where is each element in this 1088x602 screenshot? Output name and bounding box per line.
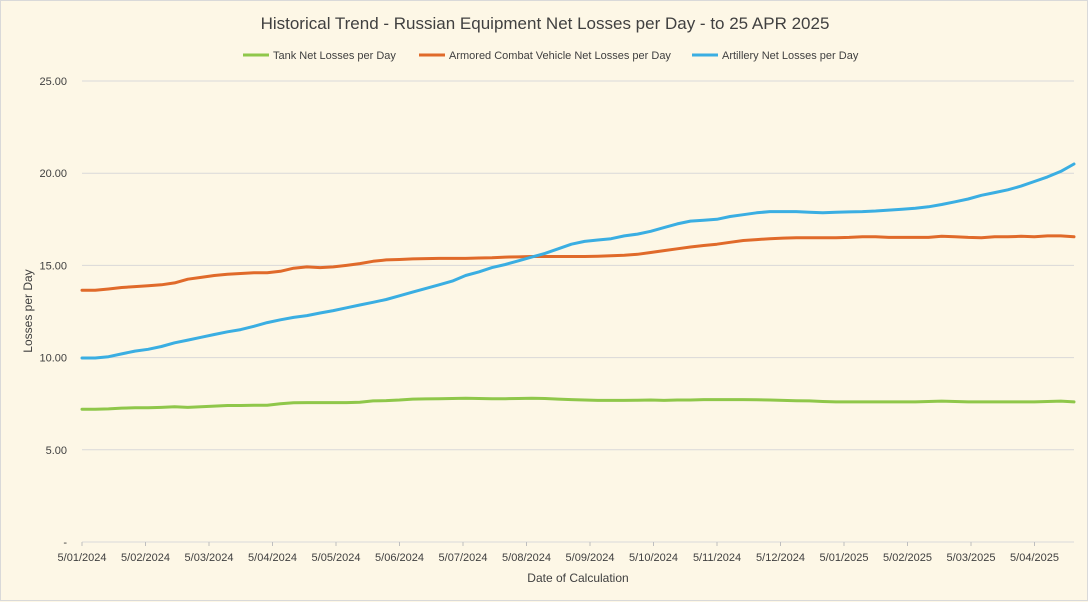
legend-item: Tank Net Losses per Day <box>243 50 396 62</box>
x-tick-label: 5/03/2025 <box>947 552 996 564</box>
legend-label: Armored Combat Vehicle Net Losses per Da… <box>449 50 671 62</box>
x-tick-label: 5/01/2024 <box>58 552 107 564</box>
x-tick-label: 5/04/2024 <box>248 552 297 564</box>
x-tick-label: 5/06/2024 <box>375 552 424 564</box>
legend: Tank Net Losses per Day Armored Combat Ve… <box>243 50 859 62</box>
gridlines <box>82 80 1074 543</box>
series-lines <box>80 162 1076 411</box>
y-tick-label: 10.00 <box>39 353 67 365</box>
x-axis-title: Date of Calculation <box>527 571 628 585</box>
y-tick-label: - <box>63 537 67 549</box>
legend-label: Artillery Net Losses per Day <box>722 50 859 62</box>
y-axis: - 5.00 10.00 15.00 20.00 25.00 <box>39 76 67 549</box>
x-tick-label: 5/10/2024 <box>629 552 678 564</box>
x-tick-label: 5/04/2025 <box>1010 552 1059 564</box>
series-line-2 <box>80 234 1076 292</box>
x-tick-label: 5/01/2025 <box>820 552 869 564</box>
chart-title: Historical Trend - Russian Equipment Net… <box>261 14 830 33</box>
x-tick-label: 5/03/2024 <box>185 552 234 564</box>
legend-item: Armored Combat Vehicle Net Losses per Da… <box>419 50 671 62</box>
x-tick-label: 5/07/2024 <box>439 552 488 564</box>
y-axis-title: Losses per Day <box>21 269 35 352</box>
y-tick-label: 15.00 <box>39 260 67 272</box>
x-tick-label: 5/05/2024 <box>312 552 361 564</box>
x-tick-label: 5/08/2024 <box>502 552 551 564</box>
legend-item: Artillery Net Losses per Day <box>692 50 859 62</box>
legend-label: Tank Net Losses per Day <box>273 50 396 62</box>
y-tick-label: 5.00 <box>46 445 67 457</box>
series-line-3 <box>80 162 1076 360</box>
x-tick-label: 5/12/2024 <box>756 552 805 564</box>
y-tick-label: 25.00 <box>39 76 67 88</box>
y-tick-label: 20.00 <box>39 168 67 180</box>
x-tick-label: 5/02/2025 <box>883 552 932 564</box>
x-tick-label: 5/02/2024 <box>121 552 170 564</box>
series-line-1 <box>80 396 1076 411</box>
x-tick-label: 5/09/2024 <box>566 552 615 564</box>
x-tick-label: 5/11/2024 <box>693 552 741 564</box>
x-axis: 5/01/2024 5/02/2024 5/03/2024 5/04/2024 5/05… <box>58 542 1059 564</box>
